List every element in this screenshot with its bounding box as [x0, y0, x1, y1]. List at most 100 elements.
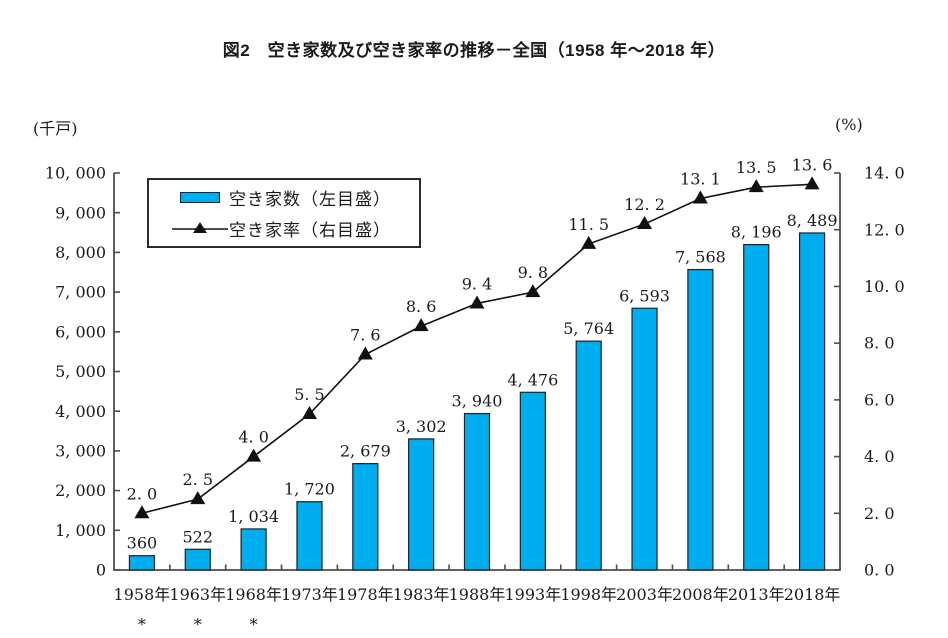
x-axis-label: 2003年	[616, 585, 673, 604]
bar-2018年	[798, 232, 826, 571]
bar-2008年	[687, 268, 714, 571]
left-axis-tick-label: 7, 000	[55, 283, 106, 302]
right-axis-tick-label: 12. 0	[864, 220, 905, 239]
x-axis-label: 1958年	[114, 585, 171, 604]
rate-value-label: 4. 0	[238, 428, 269, 447]
legend-item-vacant-homes: 空き家数（左目盛）	[149, 185, 419, 210]
rate-value-label: 12. 2	[624, 195, 665, 214]
rate-marker	[246, 448, 262, 462]
left-axis-tick-label: 2, 000	[55, 481, 106, 500]
rate-value-label: 7. 6	[350, 325, 381, 344]
bar-value-label: 7, 568	[675, 248, 726, 267]
x-axis-label: 1963年	[169, 585, 226, 604]
x-axis-label: 2018年	[784, 585, 841, 604]
left-axis-tick-label: 4, 000	[55, 402, 106, 421]
x-axis-label: 2013年	[728, 585, 785, 604]
x-axis-label: 1978年	[337, 585, 394, 604]
left-axis-tick-label: 5, 000	[55, 362, 106, 381]
left-axis-tick-label: 3, 000	[55, 442, 106, 461]
right-axis-tick-label: 2. 0	[864, 504, 895, 523]
legend-item-vacancy-rate: 空き家率（右目盛）	[149, 216, 419, 241]
x-axis-label: 1988年	[449, 585, 506, 604]
left-axis-tick-label: 10, 000	[45, 164, 106, 183]
bar-value-label: 360	[127, 534, 158, 553]
rate-marker	[134, 505, 150, 519]
bar-value-label: 3, 302	[396, 417, 447, 436]
footnote-asterisk: *	[194, 615, 202, 634]
x-axis-label: 1968年	[225, 585, 282, 604]
bar-1963年	[184, 548, 211, 571]
legend-line-label: 空き家率（右目盛）	[229, 220, 391, 241]
left-axis-tick-label: 0	[96, 561, 106, 580]
footnote-asterisk: *	[138, 615, 146, 634]
bar-1978年	[352, 463, 379, 571]
bar-value-label: 5, 764	[563, 319, 614, 338]
bar-1988年	[463, 412, 491, 571]
legend-triangle-marker	[193, 222, 207, 234]
bar-value-label: 1, 720	[284, 480, 335, 499]
bar-value-label: 4, 476	[507, 370, 558, 389]
bar-1958年	[128, 555, 156, 571]
left-axis-unit-label: (千戸)	[33, 119, 78, 138]
x-axis-label: 2008年	[672, 585, 729, 604]
right-axis-tick-label: 14. 0	[864, 164, 905, 183]
rate-marker	[637, 216, 653, 230]
bar-2003年	[631, 307, 658, 571]
bar-2013年	[743, 244, 770, 571]
left-axis-tick-label: 6, 000	[55, 322, 106, 341]
rate-marker	[581, 235, 597, 249]
right-axis-tick-label: 10. 0	[864, 277, 905, 296]
bar-value-label: 8, 489	[787, 211, 838, 230]
left-axis-tick-label: 8, 000	[55, 243, 106, 262]
left-axis-tick-label: 9, 000	[55, 203, 106, 222]
right-axis-unit-label: (%)	[835, 115, 863, 134]
bar-1968年	[240, 528, 267, 571]
x-axis-label: 1993年	[504, 585, 561, 604]
rate-value-label: 11. 5	[568, 215, 609, 234]
right-axis-tick-label: 4. 0	[864, 447, 895, 466]
left-axis-tick-label: 1, 000	[55, 521, 106, 540]
rate-marker	[357, 346, 373, 360]
figure-title: 図2 空き家数及び空き家率の推移－全国（1958 年～2018 年）	[222, 41, 726, 60]
chart-legend: 空き家数（左目盛） 空き家率（右目盛）	[147, 178, 421, 248]
bar-value-label: 522	[182, 527, 213, 546]
line-series-marker-icon	[171, 220, 229, 236]
right-axis-tick-label: 8. 0	[864, 334, 895, 353]
rate-marker	[413, 318, 429, 332]
rate-marker	[692, 190, 708, 204]
rate-value-label: 9. 4	[462, 274, 493, 293]
footnote-asterisk: *	[250, 615, 258, 634]
rate-value-label: 13. 6	[792, 155, 833, 174]
right-axis-tick-label: 6. 0	[864, 390, 895, 409]
rate-value-label: 9. 8	[518, 263, 549, 282]
legend-bar-label: 空き家数（左目盛）	[229, 190, 391, 211]
x-axis-label: 1983年	[393, 585, 450, 604]
rate-marker	[748, 179, 764, 193]
rate-value-label: 2. 0	[127, 484, 158, 503]
rate-value-label: 2. 5	[183, 470, 214, 489]
bar-1983年	[408, 438, 435, 571]
rate-marker	[525, 284, 541, 298]
rate-marker	[804, 176, 820, 190]
bar-value-label: 2, 679	[340, 442, 391, 461]
bar-value-label: 8, 196	[731, 223, 782, 242]
rate-marker	[301, 406, 317, 420]
rate-marker	[190, 491, 206, 505]
bar-series-swatch-icon	[171, 192, 229, 204]
bar-value-label: 1, 034	[228, 507, 279, 526]
right-axis-tick-label: 0. 0	[864, 561, 895, 580]
rate-value-label: 13. 1	[680, 170, 721, 189]
rate-value-label: 5. 5	[294, 385, 325, 404]
bar-1993年	[519, 391, 546, 571]
rate-value-label: 13. 5	[736, 158, 777, 177]
rate-marker	[469, 295, 485, 309]
bar-1973年	[296, 501, 323, 571]
bar-1998年	[575, 340, 602, 571]
bar-value-label: 3, 940	[452, 392, 503, 411]
x-axis-label: 1973年	[281, 585, 338, 604]
x-axis-label: 1998年	[560, 585, 617, 604]
rate-value-label: 8. 6	[406, 297, 437, 316]
bar-value-label: 6, 593	[619, 286, 670, 305]
